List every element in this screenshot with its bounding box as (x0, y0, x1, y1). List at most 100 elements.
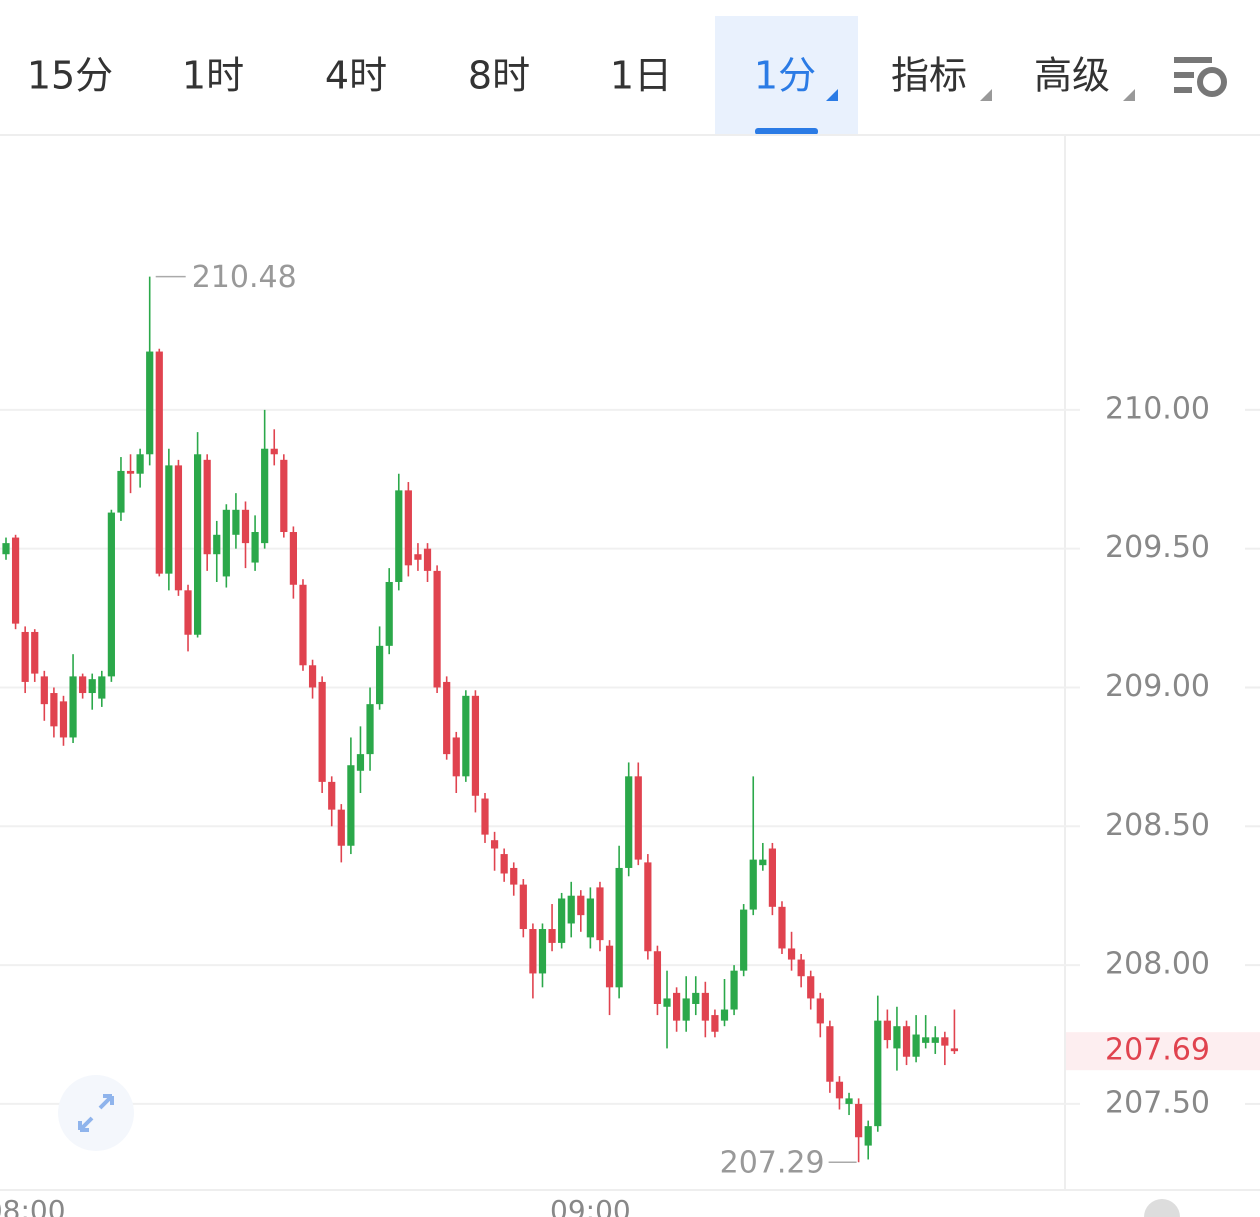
candle-body (423, 548, 432, 571)
candle-body (644, 862, 652, 952)
candle-body (376, 645, 384, 705)
candle-body (826, 1026, 834, 1082)
candle-body (912, 1034, 920, 1057)
candle-body (567, 895, 575, 924)
candle-body (31, 631, 39, 674)
tab-selected-bg (715, 16, 858, 135)
tab[interactable]: 15分 (27, 54, 113, 98)
candle-body (749, 859, 757, 910)
candle-body (711, 1015, 719, 1032)
candle-body (558, 898, 566, 943)
candle-body (768, 848, 776, 907)
dropdown-caret (1123, 89, 1135, 101)
candle-body (692, 992, 700, 1004)
candle-body (98, 676, 106, 699)
candle-body (462, 695, 470, 777)
candle-body (261, 448, 269, 544)
candle-body (69, 676, 77, 738)
candle-body (251, 532, 259, 563)
candle-body (922, 1037, 930, 1043)
candle-body (414, 554, 422, 560)
y-tick-label: 209.50 (1105, 530, 1210, 565)
candle-body (347, 765, 355, 846)
candle-body (59, 701, 68, 738)
tab[interactable]: 1分 (754, 54, 816, 98)
candle-body (625, 776, 633, 868)
candle-body (835, 1081, 844, 1099)
candle-body (40, 676, 48, 705)
candle-body (146, 351, 154, 455)
candle-body (395, 490, 403, 582)
candle-body (21, 631, 29, 682)
candle-body (194, 454, 202, 635)
candle-body (203, 459, 211, 555)
candle-body (548, 929, 556, 943)
expand-button[interactable] (58, 1075, 134, 1151)
candle-body (730, 970, 738, 1010)
candle-body (864, 1126, 872, 1146)
candle-body (222, 509, 230, 577)
tab[interactable]: 8时 (468, 54, 530, 98)
candle-body (682, 998, 690, 1021)
candle-body (299, 584, 307, 666)
candle-body (701, 992, 709, 1021)
y-tick-label: 210.00 (1105, 391, 1210, 426)
candle-body (107, 512, 115, 677)
candle-body (519, 884, 527, 930)
candle-body (634, 776, 642, 860)
tab[interactable]: 1时 (182, 54, 244, 98)
candle-body (615, 867, 623, 988)
candle-body (337, 809, 345, 846)
candle-body (500, 854, 508, 874)
candle-body (443, 681, 451, 755)
candle-body (845, 1098, 853, 1104)
candle-body (318, 681, 326, 782)
candle-body (778, 906, 786, 949)
candle-body (155, 351, 163, 574)
last-price-bg (1066, 1032, 1260, 1071)
candle-body (759, 859, 767, 866)
candle-body (184, 590, 192, 635)
candle-body (577, 895, 585, 916)
tab-underline (755, 128, 818, 135)
candle-body (126, 470, 135, 474)
dropdown-caret (826, 89, 838, 101)
candle-body (855, 1103, 863, 1138)
tab[interactable]: 4时 (325, 54, 387, 98)
candle-body (720, 1009, 729, 1021)
max-label: 210.48 (192, 260, 297, 295)
tab[interactable]: 1日 (610, 54, 672, 98)
candle-body (289, 532, 297, 585)
candle-body (538, 929, 547, 974)
candle-body (50, 693, 58, 727)
candle-body (232, 509, 240, 535)
candle-body (136, 454, 144, 474)
x-tick-label: 09:00 (550, 1194, 631, 1217)
candle-body (950, 1048, 959, 1052)
settings-icon[interactable] (1174, 57, 1227, 97)
dropdown-caret (980, 89, 992, 101)
tab[interactable]: 指标 (891, 54, 967, 98)
candle-body (165, 465, 173, 574)
candle-body (586, 898, 594, 938)
candle-body (328, 781, 336, 810)
candle-body (797, 959, 805, 977)
candle-body (663, 998, 671, 1007)
candle-body (787, 948, 796, 960)
x-tick-label: 08:00 (0, 1194, 66, 1217)
candle-body (874, 1020, 882, 1127)
candle-body (366, 704, 374, 755)
candle-body (2, 543, 10, 555)
tab[interactable]: 高级 (1034, 54, 1110, 98)
candle-body (117, 470, 125, 513)
candle-body (452, 737, 460, 777)
candle-body (241, 509, 250, 544)
candle-body (673, 992, 681, 1021)
candle-body (471, 695, 480, 796)
candle-body (385, 581, 393, 646)
scroll-button[interactable] (1144, 1199, 1180, 1217)
candle-body (902, 1026, 911, 1057)
candle-body (481, 798, 489, 835)
